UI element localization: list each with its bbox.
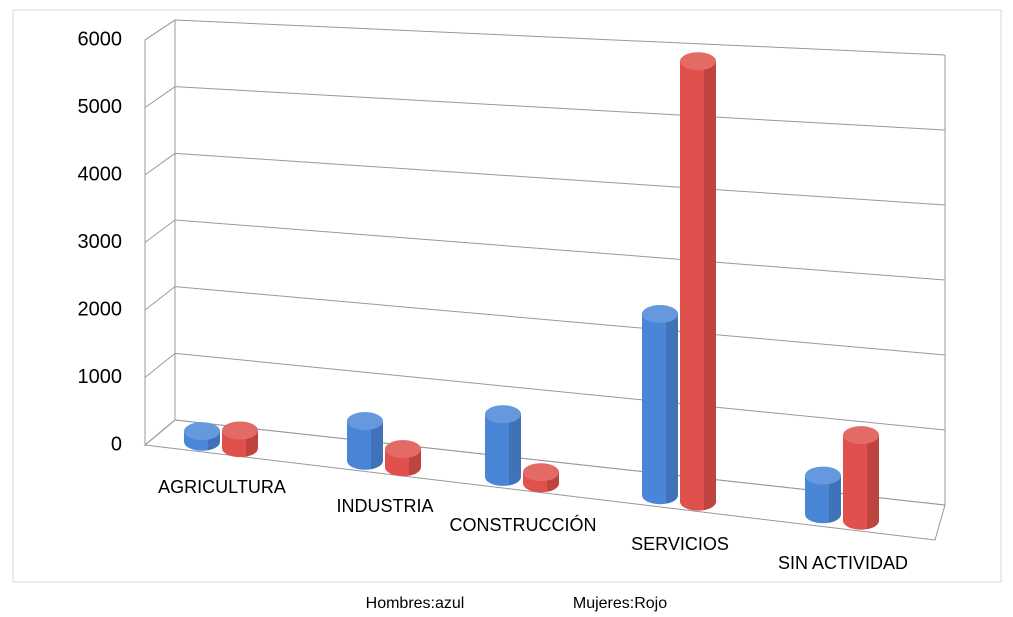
cylinder-top xyxy=(385,440,421,459)
cylinder-shade xyxy=(867,435,880,530)
cylinder-body xyxy=(347,421,383,470)
grid-line xyxy=(174,152,946,206)
x-tick-label: SIN ACTIVIDAD xyxy=(778,553,908,573)
cylinder-shade xyxy=(509,414,522,486)
legend-label: Mujeres:Rojo xyxy=(573,595,667,612)
bar xyxy=(843,426,880,530)
bar xyxy=(680,52,717,511)
cylinder-top-hl xyxy=(485,405,521,424)
cylinder-top xyxy=(184,422,220,441)
cylinder-top xyxy=(680,52,716,71)
cylinder-top xyxy=(485,405,521,424)
cylinder-top xyxy=(805,466,841,485)
bar xyxy=(805,466,842,524)
cylinder-top xyxy=(347,412,383,431)
cylinder-body xyxy=(680,61,716,511)
y-tick-label: 6000 xyxy=(78,28,123,50)
cylinder-top-hl xyxy=(184,422,220,441)
cylinder-body xyxy=(843,435,879,530)
cylinder-top-hl xyxy=(385,440,421,459)
cylinder-shade xyxy=(371,421,384,470)
cylinder-body xyxy=(642,314,678,505)
x-tick-label: CONSTRUCCIÓN xyxy=(450,514,597,535)
cylinder-body xyxy=(485,414,521,486)
grid-line xyxy=(174,286,946,356)
cylinder-top xyxy=(843,426,879,445)
y-tick-label: 1000 xyxy=(78,366,123,388)
bar xyxy=(642,305,679,505)
cylinder-top xyxy=(523,463,559,482)
bar xyxy=(385,440,422,477)
grid-line xyxy=(144,419,176,446)
grid-line xyxy=(144,352,176,378)
cylinder-shade xyxy=(829,475,842,523)
cylinder-top-hl xyxy=(222,421,258,440)
cylinder-top-hl xyxy=(805,466,841,485)
x-tick-label: AGRICULTURA xyxy=(158,477,286,497)
cylinder-top-hl xyxy=(523,463,559,482)
cylinder-top-hl xyxy=(347,412,383,431)
grid-line xyxy=(144,152,176,176)
bar xyxy=(184,422,221,451)
cylinder-top xyxy=(222,421,258,440)
legend-label: Hombres:azul xyxy=(366,595,465,612)
cylinder-top-hl xyxy=(680,52,716,71)
cylinder-top-hl xyxy=(642,305,678,324)
grid-line xyxy=(174,219,946,281)
grid-line xyxy=(144,19,176,41)
bar xyxy=(347,412,384,470)
y-tick-label: 2000 xyxy=(78,298,123,320)
cylinder-body xyxy=(805,475,841,524)
grid-line xyxy=(144,86,176,108)
y-tick-label: 5000 xyxy=(78,96,123,118)
cylinder-shade xyxy=(704,61,717,511)
grid-line xyxy=(174,352,946,431)
cylinder-shade xyxy=(666,314,679,504)
y-tick-label: 0 xyxy=(111,433,122,455)
grid-line xyxy=(174,86,946,131)
bar xyxy=(485,405,522,486)
bar xyxy=(222,421,259,458)
x-tick-label: INDUSTRIA xyxy=(336,496,433,516)
grid-line xyxy=(144,286,176,311)
y-tick-label: 4000 xyxy=(78,163,123,185)
cylinder-top xyxy=(642,305,678,324)
grid-line xyxy=(144,219,176,243)
grid-line xyxy=(174,19,946,56)
y-tick-label: 3000 xyxy=(78,231,123,253)
cylinder-top-hl xyxy=(843,426,879,445)
bar xyxy=(523,463,560,493)
x-tick-label: SERVICIOS xyxy=(631,534,729,554)
